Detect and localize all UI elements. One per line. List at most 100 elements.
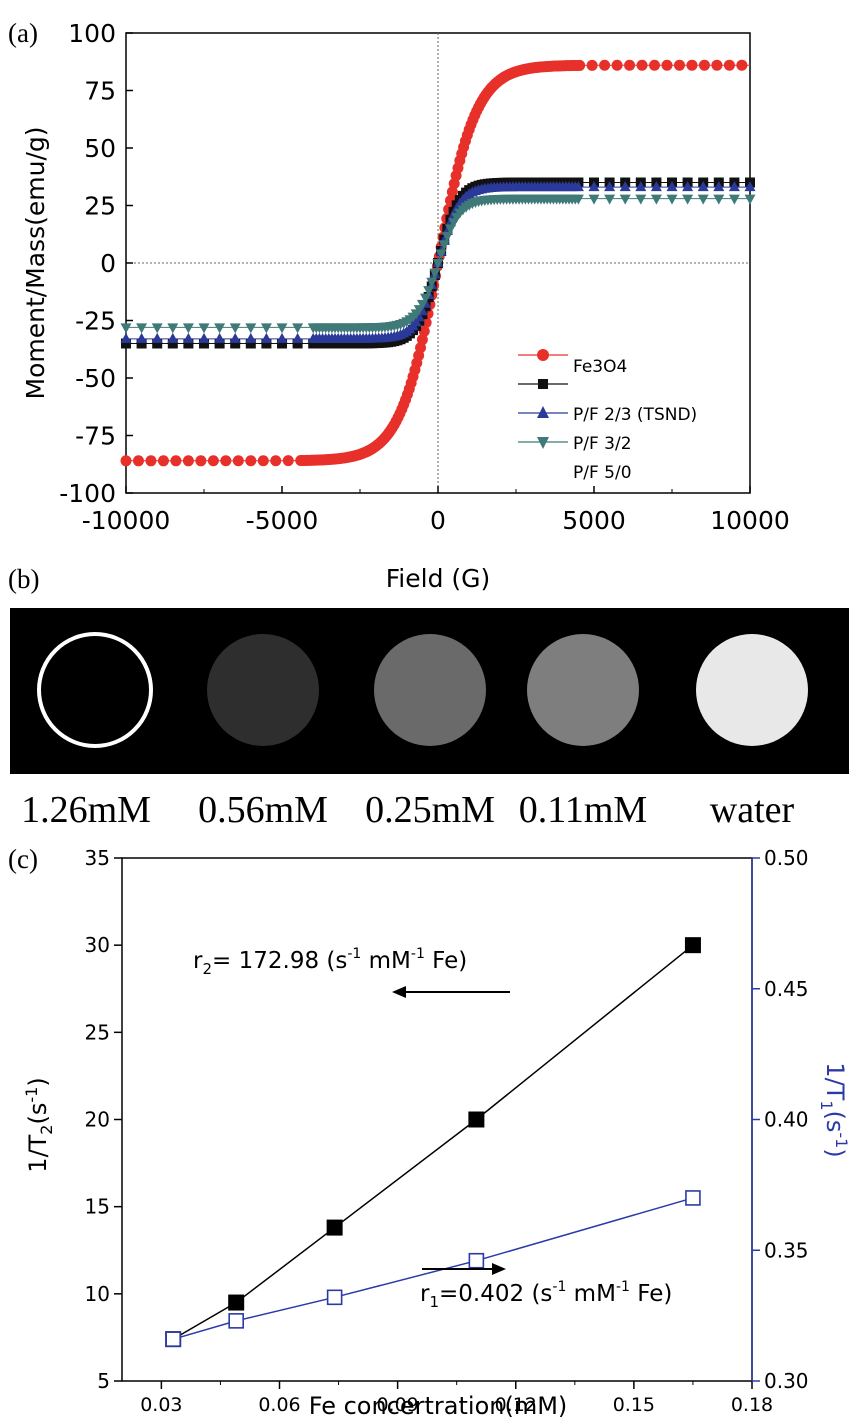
concentration-label: 1.26mM [21, 789, 151, 831]
data-point [282, 455, 294, 467]
data-point [257, 455, 269, 467]
data-point [170, 455, 182, 467]
data-point [270, 455, 282, 467]
data-point [713, 181, 725, 192]
data-point [145, 455, 157, 467]
data-point [120, 323, 132, 334]
x-tick-label: 0.12 [495, 1394, 537, 1416]
data-point [198, 323, 210, 334]
data-point [599, 59, 611, 71]
data-point [232, 455, 244, 467]
x-axis-label-c: Fe concertration(mM) [309, 1392, 568, 1420]
data-point [121, 338, 131, 349]
y-axis-label-left: 1/T2(s-1) [22, 1077, 56, 1172]
data-point [736, 59, 748, 71]
legend-marker [537, 406, 549, 418]
data-point [229, 332, 241, 343]
data-point [157, 455, 169, 467]
data-point [195, 455, 207, 467]
panel-c-label: (c) [8, 844, 38, 874]
sample-well [207, 634, 319, 746]
data-point [713, 194, 725, 205]
x-tick-label: 0.18 [731, 1394, 773, 1416]
data-point [635, 181, 647, 192]
data-point [588, 181, 600, 192]
data-point [682, 181, 694, 192]
data-point [728, 181, 740, 192]
data-point [604, 181, 616, 192]
data-point [418, 325, 430, 337]
y-axis-label-a: Moment/Mass(emu/g) [21, 127, 50, 400]
x-axis-label-a: Field (G) [386, 564, 491, 593]
y-tick-label-left: 35 [85, 846, 110, 870]
concentration-label: 0.11mM [519, 789, 647, 831]
x-tick-label: 0.15 [613, 1394, 655, 1416]
r2-annotation: r2= 172.98 (s-1 mM-1 Fe) [193, 946, 467, 978]
data-point [661, 59, 673, 71]
r2-arrow [392, 986, 510, 998]
data-point [686, 59, 698, 71]
data-point [277, 338, 287, 349]
data-point [182, 323, 194, 334]
data-point [586, 59, 598, 71]
y-tick-label: 75 [84, 77, 116, 106]
y-tick-label-left: 25 [85, 1020, 110, 1044]
data-point [697, 194, 709, 205]
y-tick-label: -25 [75, 307, 116, 336]
data-point [245, 323, 257, 334]
data-point [167, 332, 179, 343]
y-tick-label: -50 [75, 364, 116, 393]
data-point [572, 181, 584, 192]
data-point [650, 181, 662, 192]
data-point [165, 1331, 181, 1347]
y-tick-label-left: 20 [85, 1108, 110, 1132]
panel-a-label: (a) [8, 18, 38, 48]
x-tick-label: 10000 [710, 506, 790, 535]
data-point [326, 1219, 343, 1236]
data-point [229, 323, 241, 334]
data-point [261, 338, 272, 349]
data-point [245, 455, 257, 467]
sample-well [696, 634, 808, 746]
data-point [260, 323, 272, 334]
data-point [446, 186, 458, 198]
legend-label: Fe3O4 [573, 357, 627, 377]
data-point [167, 338, 178, 349]
data-point [441, 231, 453, 242]
data-point [574, 59, 586, 71]
y-tick-label: 0 [100, 249, 116, 278]
data-point [438, 240, 450, 251]
y-tick-label: 50 [84, 134, 116, 163]
data-point [120, 332, 132, 343]
y-tick-label-left: 10 [85, 1282, 110, 1306]
data-point [214, 332, 226, 343]
mri-wells [37, 632, 808, 748]
y-tick-label: -75 [75, 422, 116, 451]
legend-label: P/F 5/0 [573, 463, 632, 483]
x-tick-label: 0.03 [140, 1394, 182, 1416]
data-point [260, 332, 272, 343]
concentration-label: water [710, 789, 795, 831]
data-point [151, 323, 163, 334]
data-point [214, 323, 226, 334]
data-point [468, 1111, 485, 1128]
data-point [136, 323, 148, 334]
highlight-ring [37, 632, 153, 748]
data-point [426, 277, 438, 288]
data-point [230, 338, 241, 349]
data-point [326, 1289, 343, 1306]
data-point [619, 194, 631, 205]
data-point [132, 455, 144, 467]
data-point [744, 181, 756, 192]
x-tick-label: -5000 [246, 506, 319, 535]
data-point [723, 59, 735, 71]
data-point [136, 338, 147, 349]
y-tick-label: 25 [84, 192, 116, 221]
data-point [588, 194, 600, 205]
data-point [245, 332, 257, 343]
data-point [650, 194, 662, 205]
data-point [276, 332, 288, 343]
data-point [684, 937, 701, 954]
legend-marker [537, 437, 549, 449]
data-point [624, 59, 636, 71]
